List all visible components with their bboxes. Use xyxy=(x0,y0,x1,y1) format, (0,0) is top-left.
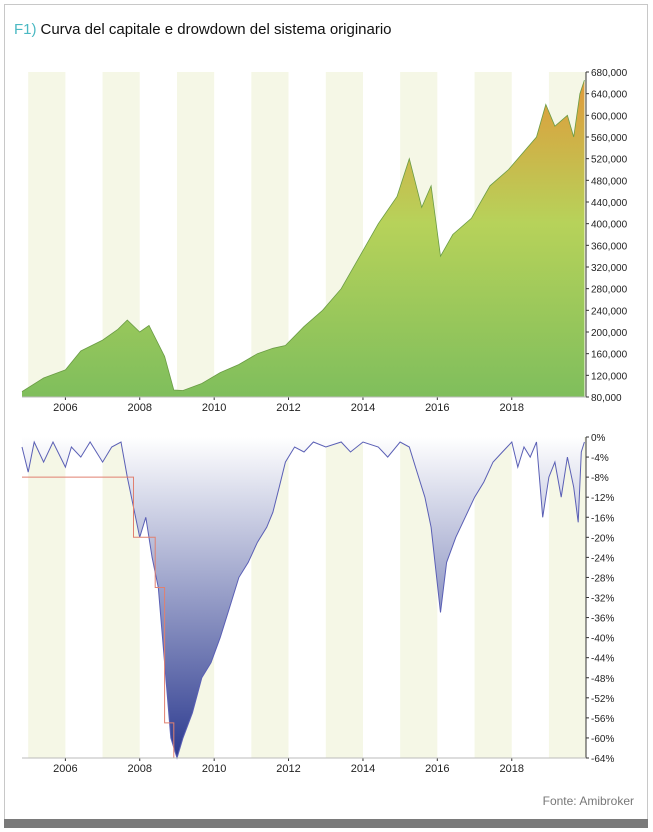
y-tick-label: 80,000 xyxy=(591,393,622,404)
y-tick-label: 240,000 xyxy=(591,306,628,317)
equity-chart: 680,000 640,000 600,000 560,000 520,000 480,0… xyxy=(21,68,628,414)
y-tick-label: 480,000 xyxy=(591,176,628,187)
y-tick-label: 120,000 xyxy=(591,371,628,382)
x-tick-label: 2018 xyxy=(500,763,524,775)
year-band-2011 xyxy=(251,72,289,397)
y-tick-label: 280,000 xyxy=(591,285,628,296)
x-tick-label: 2016 xyxy=(425,763,449,775)
x-tick-label: 2010 xyxy=(202,402,226,414)
y-tick-label: -64% xyxy=(591,754,614,765)
y-tick-label: -32% xyxy=(591,594,614,605)
y-tick-label: -36% xyxy=(591,614,614,625)
x-tick-label: 2018 xyxy=(500,402,524,414)
y-tick-label: -52% xyxy=(591,694,614,705)
y-tick-label: 160,000 xyxy=(591,350,628,361)
y-tick-label: -28% xyxy=(591,573,614,584)
y-tick-label: 520,000 xyxy=(591,155,628,166)
y-tick-label: 680,000 xyxy=(591,68,628,79)
year-band-2009 xyxy=(177,72,215,397)
year-band-2005 xyxy=(28,437,66,758)
x-tick-label: 2006 xyxy=(53,763,77,775)
y-tick-label: -20% xyxy=(591,533,614,544)
y-tick-label: -4% xyxy=(591,453,609,464)
x-tick-label: 2010 xyxy=(202,763,226,775)
x-tick-label: 2016 xyxy=(425,402,449,414)
equity-area xyxy=(22,80,585,397)
source-note: Fonte: Amibroker xyxy=(542,794,634,808)
y-tick-label: -60% xyxy=(591,734,614,745)
y-tick-label: 0% xyxy=(591,433,606,444)
y-tick-label: 400,000 xyxy=(591,220,628,231)
y-tick-label: -56% xyxy=(591,714,614,725)
x-tick-label: 2014 xyxy=(351,402,375,414)
y-tick-label: 560,000 xyxy=(591,133,628,144)
y-tick-label: -16% xyxy=(591,513,614,524)
x-tick-label: 2012 xyxy=(276,402,300,414)
y-tick-label: 360,000 xyxy=(591,241,628,252)
y-tick-label: 440,000 xyxy=(591,198,628,209)
max-drawdown-step xyxy=(22,476,586,759)
y-tick-label: -40% xyxy=(591,634,614,645)
year-band-2017 xyxy=(474,437,512,758)
drawdown-chart: 0% -4% -8% -12% -16% -20% -24% -28% -32% -36% -40%… xyxy=(21,433,614,775)
y-tick-label: 320,000 xyxy=(591,263,628,274)
y-tick-label: -24% xyxy=(591,553,614,564)
x-tick-label: 2008 xyxy=(127,763,151,775)
figure-title: F1) Curva del capitale e drowdown del sis… xyxy=(14,21,392,38)
y-tick-label: 600,000 xyxy=(591,111,628,122)
y-tick-label: -48% xyxy=(591,674,614,685)
drawdown-area xyxy=(22,437,585,758)
year-band-2013 xyxy=(325,437,363,758)
drawdown-line xyxy=(21,440,585,760)
x-tick-label: 2014 xyxy=(351,763,375,775)
equity-line xyxy=(21,79,585,392)
figure-title-text: Curva del capitale e drowdown del sistem… xyxy=(40,21,392,38)
bottom-bar xyxy=(4,819,648,828)
y-tick-label: -12% xyxy=(591,493,614,504)
year-band-2019 xyxy=(548,437,586,758)
x-tick-label: 2012 xyxy=(276,763,300,775)
y-tick-label: 200,000 xyxy=(591,328,628,339)
x-tick-label: 2006 xyxy=(53,402,77,414)
y-tick-label: 640,000 xyxy=(591,90,628,101)
y-tick-label: -44% xyxy=(591,654,614,665)
year-band-2005 xyxy=(28,72,66,397)
y-tick-label: -8% xyxy=(591,473,609,484)
x-tick-label: 2008 xyxy=(127,402,151,414)
figure-id: F1) xyxy=(14,21,37,38)
